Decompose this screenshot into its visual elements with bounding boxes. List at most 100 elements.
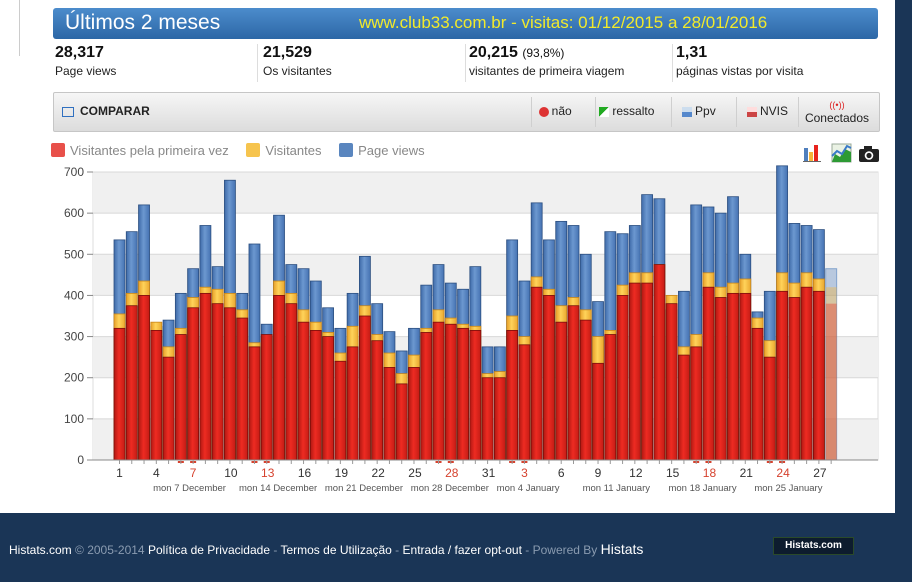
legend-swatch — [339, 143, 354, 157]
bar-first-time — [690, 346, 703, 461]
week-label: mon 21 December — [325, 483, 403, 494]
divider — [465, 44, 466, 82]
bar-first-time — [162, 356, 175, 461]
stat-value: 1,31 — [676, 44, 708, 61]
week-label: mon 7 December — [153, 483, 226, 494]
x-tick-label: 28 — [445, 466, 459, 480]
conectados-button[interactable]: ((•)) Conectados — [798, 97, 875, 127]
bar-first-time — [444, 323, 457, 461]
bar-first-time — [408, 367, 420, 461]
bar-first-time — [567, 305, 580, 461]
legend-label: Page views — [358, 143, 425, 158]
camera-icon[interactable] — [859, 146, 879, 162]
bar-first-time — [187, 307, 200, 461]
nvis-label: NVIS — [760, 104, 789, 118]
x-tick-label: 9 — [595, 466, 602, 480]
footer-brand[interactable]: Histats.com — [9, 543, 72, 557]
bar-first-time — [604, 334, 617, 461]
legend-swatch — [51, 143, 65, 157]
stat-percent: (93,8%) — [522, 46, 565, 60]
legend-label: Visitantes — [265, 143, 322, 158]
histats-badge[interactable]: Histats.com — [773, 537, 854, 555]
stat-value: 28,317 — [55, 44, 104, 61]
footer-text: Histats.com © 2005-2014 Política de Priv… — [9, 541, 644, 557]
footer-copyright: © 2005-2014 — [75, 543, 145, 557]
bar-first-time — [346, 346, 359, 461]
stat-label: Os visitantes — [263, 64, 332, 78]
x-tick-label: 27 — [813, 466, 827, 480]
terms-link[interactable]: Termos de Utilização — [280, 543, 392, 557]
stat-page-views: 28,317 Page views — [55, 44, 116, 82]
x-tick-label: 21 — [740, 466, 754, 480]
bar-first-time — [727, 292, 739, 461]
stat-first-time-visitors: 20,215 (93,8%) visitantes de primeira vi… — [469, 44, 624, 82]
x-tick-label: 31 — [482, 466, 496, 480]
y-tick-label: 200 — [64, 371, 84, 385]
bar-first-time — [592, 362, 604, 461]
nao-label: não — [551, 104, 572, 118]
x-tick-label: 6 — [558, 466, 565, 480]
stat-value: 20,215 — [469, 44, 518, 61]
bar-first-time — [739, 292, 752, 461]
optout-link[interactable]: Entrada / fazer opt-out — [402, 543, 522, 557]
bar-first-time — [395, 383, 408, 461]
bar-first-time — [543, 295, 555, 461]
bar-first-time — [358, 315, 371, 461]
week-label: mon 25 January — [754, 483, 822, 494]
compare-button[interactable]: COMPARAR — [62, 104, 150, 118]
bar-first-time — [211, 303, 224, 461]
x-tick-label: 13 — [261, 466, 275, 480]
footer: Histats.com © 2005-2014 Política de Priv… — [0, 513, 912, 582]
bar-first-time — [776, 290, 788, 461]
main-panel: Últimos 2 meses www.club33.com.br - visi… — [0, 0, 895, 513]
legend-item-first-time[interactable]: Visitantes pela primeira vez — [51, 143, 229, 158]
x-tick-label: 25 — [408, 466, 422, 480]
nao-button[interactable]: não — [531, 97, 586, 127]
bar-first-time — [469, 329, 482, 461]
bar-first-time — [493, 377, 506, 461]
legend-item-visitors[interactable]: Visitantes — [246, 143, 322, 158]
legend-item-page-views[interactable]: Page views — [339, 143, 425, 158]
chart-tools — [803, 143, 879, 163]
y-tick-label: 600 — [64, 206, 84, 220]
ressalto-label: ressalto — [612, 104, 655, 118]
x-tick-label: 12 — [629, 466, 643, 480]
ppv-button[interactable]: Ppv — [671, 97, 732, 127]
week-label: mon 4 January — [497, 483, 560, 494]
stat-pages-per-visit: 1,31 páginas vistas por visita — [676, 44, 803, 82]
bar-first-time — [763, 356, 776, 461]
bar-first-time — [150, 329, 163, 461]
bar-chart-icon[interactable] — [803, 145, 821, 162]
stat-label: Page views — [55, 64, 117, 78]
histats-link[interactable]: Histats — [600, 541, 644, 557]
bar-first-time — [297, 321, 310, 461]
x-tick-label: 18 — [703, 466, 717, 480]
nvis-button[interactable]: NVIS — [736, 97, 797, 127]
conectados-label: Conectados — [804, 111, 870, 125]
stat-label: páginas vistas por visita — [676, 64, 804, 78]
nvis-icon — [747, 106, 758, 117]
compare-toolbar: COMPARAR não ressalto Ppv NVIS ((•)) Con… — [53, 92, 880, 132]
legend-swatch — [246, 143, 261, 157]
signal-icon: ((•)) — [829, 100, 845, 110]
bar-first-time — [285, 303, 298, 461]
bar-first-time — [665, 303, 678, 461]
compare-icon — [62, 106, 74, 117]
period-title: Últimos 2 meses — [65, 11, 221, 34]
privacy-link[interactable]: Política de Privacidade — [147, 543, 271, 557]
x-tick-label: 1 — [116, 466, 123, 480]
bar-first-time — [800, 286, 813, 461]
area-chart-icon[interactable] — [831, 143, 852, 163]
bar-first-time — [616, 295, 629, 461]
ressalto-button[interactable]: ressalto — [595, 97, 668, 127]
x-tick-label: 7 — [190, 466, 197, 480]
bar-first-time — [628, 282, 641, 461]
stat-value: 21,529 — [263, 44, 312, 61]
bar-first-time — [751, 327, 764, 461]
bar-first-time — [383, 367, 396, 461]
bar-first-time — [555, 321, 568, 461]
bar-first-time — [322, 336, 334, 461]
bar-first-time — [125, 305, 138, 461]
legend-label: Visitantes pela primeira vez — [70, 143, 229, 158]
left-panel-edge — [0, 0, 20, 56]
